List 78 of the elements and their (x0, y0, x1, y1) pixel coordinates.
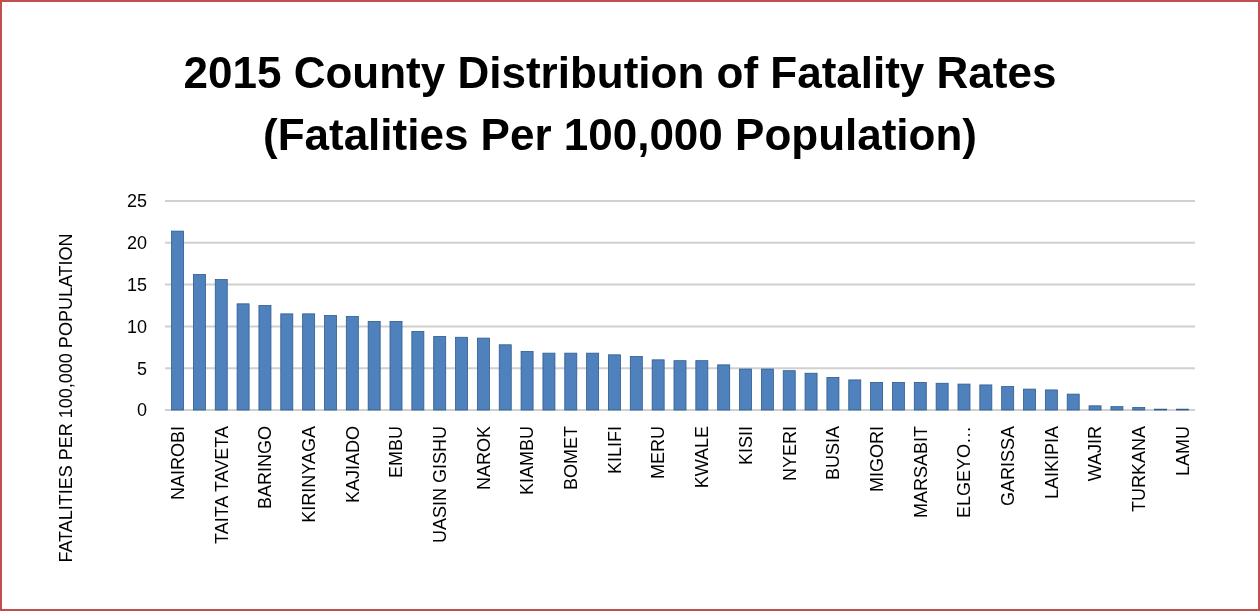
bar (1088, 405, 1102, 411)
bar (345, 315, 359, 411)
chart-title: 2015 County Distribution of Fatality Rates (183, 48, 1057, 97)
x-tick-label: GARISSA (997, 426, 1018, 507)
x-tick-label: TAITA TAVETA (211, 426, 232, 545)
x-tick-label: TURKANA (1129, 426, 1150, 513)
bar (302, 313, 316, 411)
y-tick-label: 0 (136, 400, 147, 421)
x-tick-label: EMBU (386, 426, 407, 479)
bar (935, 382, 949, 411)
bar (651, 359, 665, 411)
x-tick-label: ELGEYO… (954, 426, 975, 519)
x-tick-label: KAJIADO (342, 426, 363, 504)
bar (411, 331, 425, 411)
bar (214, 279, 228, 411)
bar (695, 360, 709, 411)
x-tick-label: WAJIR (1085, 426, 1106, 482)
bar (324, 315, 337, 411)
bar (193, 274, 206, 411)
bar (171, 230, 184, 411)
y-tick-label: 5 (136, 358, 147, 379)
bar (1023, 388, 1036, 411)
bar (258, 305, 272, 411)
bar (739, 368, 752, 411)
y-tick-label: 15 (126, 274, 147, 295)
bar (782, 370, 796, 411)
bar (717, 364, 731, 411)
bar (433, 336, 447, 411)
bar (476, 337, 490, 411)
bar (804, 372, 818, 411)
bar (848, 379, 862, 411)
bar (760, 368, 774, 411)
x-tick-label: NYERI (779, 426, 800, 482)
bar (957, 383, 971, 411)
x-tick-label: KWALE (692, 426, 713, 489)
bar (608, 354, 621, 411)
bar (389, 320, 403, 411)
bar (1132, 407, 1146, 411)
bar (280, 313, 294, 411)
x-tick-label: NAIROBI (167, 426, 188, 501)
x-tick-label: KIAMBU (517, 426, 538, 496)
bar (673, 360, 687, 411)
x-tick-label: BOMET (561, 426, 582, 491)
x-tick-label: MARSABIT (910, 426, 931, 519)
bar (236, 303, 250, 411)
bar (870, 382, 884, 411)
x-tick-label: BUSIA (823, 426, 844, 481)
bar (979, 384, 993, 411)
x-tick-label: KIRINYAGA (298, 426, 319, 523)
bar (542, 352, 556, 411)
x-tick-label: UASIN GISHU (430, 426, 450, 544)
bar (498, 344, 512, 411)
x-tick-label: LAMU (1172, 426, 1193, 477)
bar (1066, 393, 1080, 411)
y-tick-label: 25 (126, 191, 147, 212)
x-tick-label: LAIKIPIA (1041, 426, 1062, 500)
bar (826, 377, 840, 411)
x-tick-label: KISII (735, 426, 756, 466)
x-tick-label: MIGORI (866, 426, 887, 492)
x-tick-label: BARINGO (255, 426, 276, 510)
bar (1044, 389, 1058, 411)
bar (367, 320, 381, 411)
x-tick-label: MERU (648, 426, 669, 479)
bar (586, 352, 600, 411)
bar (455, 336, 468, 411)
y-tick-label: 10 (126, 316, 147, 337)
bar (564, 352, 578, 411)
x-tick-label: KILIFI (604, 426, 625, 475)
bar (520, 351, 534, 411)
bar (1110, 406, 1124, 411)
bar (913, 382, 927, 411)
y-tick-label: 20 (126, 233, 147, 254)
bar (1001, 386, 1015, 411)
x-tick-label: NAROK (473, 426, 494, 491)
bar (892, 382, 905, 411)
bar (629, 356, 643, 411)
y-axis-title: FATALITIES PER 100,000 POPULATION (56, 233, 76, 563)
chart-subtitle: (Fatalities Per 100,000 Population) (262, 110, 978, 159)
